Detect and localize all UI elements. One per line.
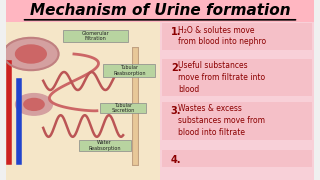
Text: H₂O & solutes move
from blood into nephro: H₂O & solutes move from blood into nephr… <box>179 26 267 46</box>
FancyBboxPatch shape <box>162 102 312 140</box>
Circle shape <box>24 98 44 110</box>
Text: Useful substances
move from filtrate into
blood: Useful substances move from filtrate int… <box>179 61 266 94</box>
FancyBboxPatch shape <box>100 103 146 113</box>
FancyBboxPatch shape <box>6 0 160 180</box>
FancyBboxPatch shape <box>78 140 131 151</box>
Text: 3.: 3. <box>171 106 181 116</box>
Text: 2.: 2. <box>171 63 181 73</box>
FancyBboxPatch shape <box>6 0 314 22</box>
Text: Wastes & excess
substances move from
blood into filtrate: Wastes & excess substances move from blo… <box>179 104 266 137</box>
FancyBboxPatch shape <box>162 150 312 166</box>
Circle shape <box>16 94 52 115</box>
FancyBboxPatch shape <box>162 58 312 96</box>
Text: Water
Reabsorption: Water Reabsorption <box>88 140 121 151</box>
FancyBboxPatch shape <box>103 64 156 76</box>
Text: Tubular
Secretion: Tubular Secretion <box>111 103 135 113</box>
Text: Mechanism of Urine formation: Mechanism of Urine formation <box>30 3 290 18</box>
FancyBboxPatch shape <box>63 30 128 42</box>
Circle shape <box>16 45 46 63</box>
Text: 4.: 4. <box>171 155 181 165</box>
FancyBboxPatch shape <box>160 0 314 180</box>
Circle shape <box>3 38 59 70</box>
Text: Glomerular
Filtration: Glomerular Filtration <box>82 31 109 41</box>
Text: Tubular
Reabsorption: Tubular Reabsorption <box>113 65 146 76</box>
Text: 1.: 1. <box>171 27 181 37</box>
FancyBboxPatch shape <box>162 22 312 50</box>
